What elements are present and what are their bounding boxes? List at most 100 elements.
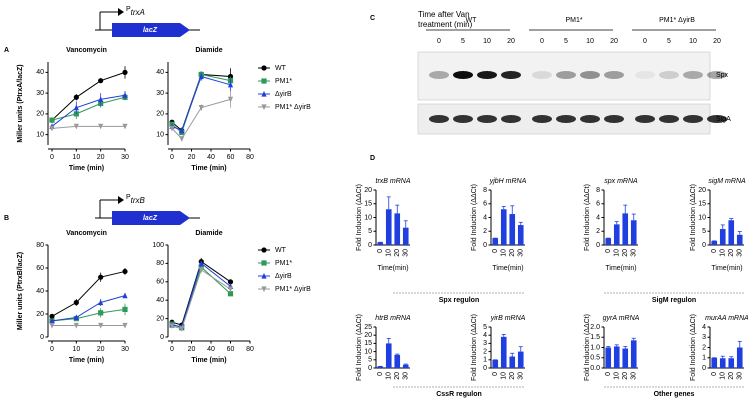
y-axis-label: Fold Induction (ΔΔCt) [584, 184, 591, 251]
bar [492, 238, 499, 245]
marker [169, 125, 175, 132]
chart-title: spx mRNA [604, 178, 638, 185]
x-tick-label: 30 [518, 249, 525, 257]
y-tick-label: 5 [702, 228, 706, 235]
bar [394, 354, 401, 368]
x-tick-label: 10 [386, 249, 393, 257]
y-axis-label: Fold Induction (ΔΔCt) [471, 314, 478, 381]
marker [73, 104, 79, 111]
blot-group-label: WT [466, 17, 478, 24]
bar [377, 242, 384, 245]
x-tick-label: 30 [737, 372, 744, 380]
x-tick-label: 0 [170, 154, 174, 161]
regulon-label: Other genes [654, 391, 695, 398]
construct-a: PtrxA lacZ [95, 6, 200, 37]
x-axis-label: Time(min) [605, 265, 636, 272]
y-tick-label: 40 [156, 69, 164, 76]
marker [98, 274, 104, 280]
lane-label: 20 [610, 38, 618, 45]
marker [73, 314, 79, 321]
x-axis-label: Time(min) [492, 265, 523, 272]
bar [492, 359, 499, 368]
marker [98, 123, 104, 130]
band [659, 71, 679, 79]
panel-label: C [370, 15, 375, 22]
x-tick-label: 0 [605, 372, 612, 376]
marker [227, 96, 234, 103]
marker [122, 322, 128, 329]
y-tick-label: 10 [364, 348, 372, 355]
bar [728, 220, 735, 245]
legend-label: PM1* [275, 78, 292, 85]
band [635, 115, 655, 123]
lane-label: 10 [689, 38, 697, 45]
x-tick-label: 20 [728, 249, 735, 257]
series-line [171, 98, 231, 140]
x-tick-label: 80 [246, 346, 254, 353]
band [635, 71, 655, 79]
band [659, 115, 679, 123]
bar [630, 340, 637, 368]
series-line [171, 73, 231, 134]
marker [49, 317, 55, 324]
y-tick-label: 40 [36, 69, 44, 76]
x-tick-label: 10 [720, 372, 727, 380]
series-line [171, 262, 231, 328]
bar [517, 225, 524, 245]
y-tick-label: 0 [368, 242, 372, 249]
band [683, 115, 703, 123]
y-tick-label: 0.0 [590, 365, 600, 372]
band [707, 115, 727, 123]
lane-label: 10 [483, 38, 491, 45]
x-tick-label: 30 [121, 154, 129, 161]
y-tick-label: 2 [702, 344, 706, 351]
x-tick-label: 30 [737, 249, 744, 257]
y-tick-label: 2 [596, 228, 600, 235]
blot-axis-label: Time after Van treatment (min) [418, 10, 473, 29]
x-tick-label: 20 [509, 372, 516, 380]
y-tick-label: 5 [368, 357, 372, 364]
series-line [51, 295, 126, 322]
marker [169, 323, 175, 330]
bar [622, 348, 629, 368]
x-axis-label: Time (min) [69, 357, 104, 364]
marker [122, 92, 128, 98]
x-tick-label: 40 [207, 346, 215, 353]
marker [261, 104, 267, 111]
y-tick-label: 20 [698, 187, 706, 194]
y-tick-label: 60 [36, 265, 44, 272]
x-tick-label: 80 [246, 154, 254, 161]
x-tick-label: 20 [394, 249, 401, 257]
bar [736, 234, 743, 245]
lane-label: 5 [564, 38, 568, 45]
marker [261, 272, 267, 279]
marker [49, 322, 55, 329]
y-axis-label: Fold Induction (ΔΔCt) [690, 314, 697, 381]
legend-label: PM1* [275, 260, 292, 267]
y-axis-label: Fold Induction (ΔΔCt) [356, 184, 363, 251]
y-tick-label: 20 [36, 311, 44, 318]
x-tick-label: 30 [631, 372, 638, 380]
x-tick-label: 0 [605, 249, 612, 253]
band [604, 71, 624, 79]
bar [613, 224, 620, 245]
band [501, 115, 521, 123]
band [429, 71, 449, 79]
bar [509, 214, 516, 245]
x-tick-label: 20 [394, 372, 401, 380]
bar [711, 357, 718, 368]
y-tick-label: 1.0 [590, 344, 600, 351]
blot-group-label: PM1* [565, 17, 582, 24]
marker [98, 78, 104, 84]
legend-label: PM1* ΔyirB [275, 286, 311, 293]
chart-title: murAA mRNA [705, 315, 748, 322]
marker [122, 292, 128, 299]
marker [198, 73, 204, 80]
marker [227, 279, 234, 285]
y-tick-label: 10 [364, 214, 372, 221]
bar [402, 227, 409, 245]
bar [622, 213, 629, 245]
y-tick-label: 1 [702, 355, 706, 362]
y-tick-label: 15 [364, 340, 372, 347]
